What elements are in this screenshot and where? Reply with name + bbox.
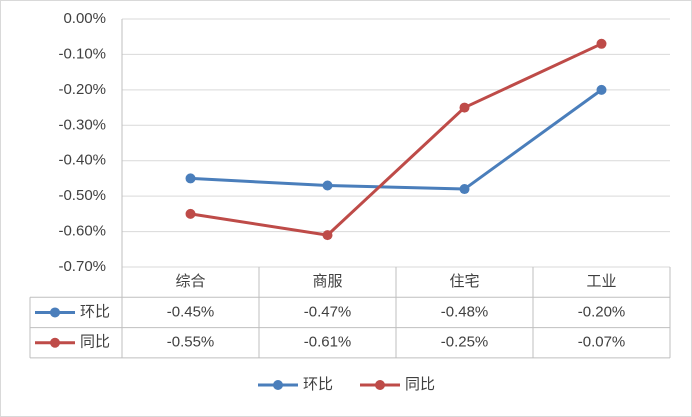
table-cell: -0.55% (167, 334, 215, 351)
table-cell: -0.25% (441, 334, 489, 351)
table-series-name: 同比 (80, 334, 110, 351)
marker (322, 180, 333, 191)
marker (322, 230, 333, 241)
y-tick-label: -0.30% (58, 116, 106, 133)
marker (596, 84, 607, 95)
marker (596, 38, 607, 49)
y-tick-label: -0.10% (58, 45, 106, 62)
table-key-marker (50, 337, 60, 348)
line-series (190, 88, 603, 191)
y-tick-label: -0.70% (58, 258, 106, 275)
table-cell: -0.07% (578, 334, 626, 351)
marker (459, 102, 470, 113)
legend-label: 环比 (303, 376, 333, 393)
table-cell: -0.45% (167, 303, 215, 320)
x-tick-label: 综合 (175, 273, 205, 290)
x-tick-label: 工业 (586, 273, 616, 290)
marker (185, 173, 196, 184)
line-series (190, 42, 603, 237)
y-tick-label: -0.20% (58, 81, 106, 98)
table-cell: -0.61% (304, 334, 352, 351)
legend-marker (273, 380, 283, 390)
legend-label: 同比 (405, 376, 435, 393)
table-cell: -0.47% (304, 303, 352, 320)
table-series-name: 环比 (80, 303, 110, 320)
legend-marker (375, 380, 385, 390)
table-cell: -0.48% (441, 303, 489, 320)
table-cell: -0.20% (578, 303, 626, 320)
marker (185, 208, 196, 219)
y-tick-label: -0.60% (58, 223, 106, 240)
y-tick-label: -0.50% (58, 187, 106, 204)
x-tick-label: 住宅 (449, 273, 479, 290)
y-tick-label: -0.40% (58, 152, 106, 169)
table-key-marker (50, 307, 60, 318)
y-tick-label: 0.00% (63, 10, 106, 27)
x-tick-label: 商服 (312, 273, 342, 290)
marker (459, 184, 470, 195)
